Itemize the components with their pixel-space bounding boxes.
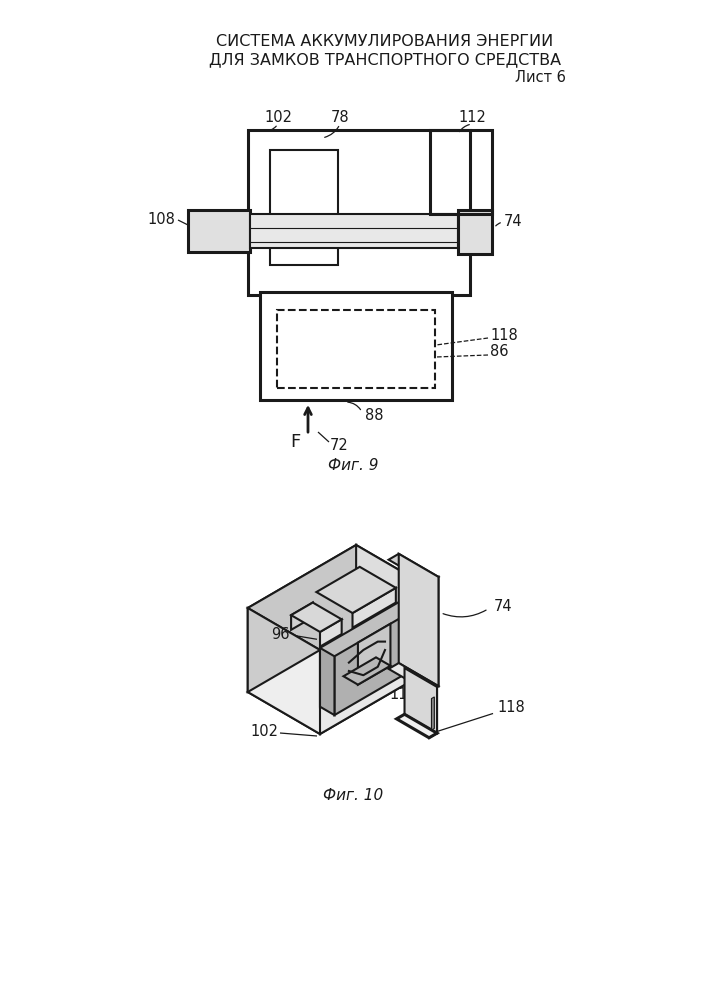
Text: 78: 78: [331, 110, 349, 125]
Polygon shape: [247, 608, 320, 734]
Polygon shape: [247, 545, 356, 692]
Text: ДЛЯ ЗАМКОВ ТРАНСПОРТНОГО СРЕДСТВА: ДЛЯ ЗАМКОВ ТРАНСПОРТНОГО СРЕДСТВА: [209, 52, 561, 68]
Polygon shape: [247, 545, 428, 650]
Text: 112: 112: [458, 110, 486, 125]
Polygon shape: [320, 648, 334, 715]
Text: 104: 104: [378, 616, 407, 631]
Text: 118: 118: [497, 700, 525, 715]
Text: СИСТЕМА АККУМУЛИРОВАНИЯ ЭНЕРГИИ: СИСТЕМА АККУМУЛИРОВАНИЯ ЭНЕРГИИ: [216, 34, 554, 49]
Text: 108: 108: [147, 213, 175, 228]
Text: Фиг. 9: Фиг. 9: [328, 458, 378, 473]
FancyBboxPatch shape: [458, 210, 492, 254]
Text: 98: 98: [365, 613, 383, 628]
Polygon shape: [320, 602, 399, 707]
Polygon shape: [247, 629, 428, 734]
Text: 86: 86: [490, 344, 508, 360]
Text: Лист 6: Лист 6: [515, 70, 566, 86]
Text: Фиг. 10: Фиг. 10: [323, 788, 383, 802]
Polygon shape: [356, 545, 428, 671]
Text: 88: 88: [365, 408, 383, 422]
Polygon shape: [397, 714, 437, 738]
Text: 118: 118: [490, 328, 518, 342]
FancyBboxPatch shape: [188, 210, 250, 252]
Polygon shape: [399, 602, 414, 669]
FancyBboxPatch shape: [250, 214, 458, 248]
Polygon shape: [334, 610, 414, 715]
Text: 74: 74: [504, 215, 522, 230]
FancyBboxPatch shape: [270, 150, 338, 265]
Text: 102: 102: [250, 724, 278, 740]
FancyBboxPatch shape: [260, 292, 452, 400]
Text: 96: 96: [271, 627, 290, 642]
Polygon shape: [291, 603, 312, 630]
Text: 102: 102: [264, 110, 292, 125]
Polygon shape: [399, 554, 438, 686]
Text: F: F: [290, 433, 300, 451]
Polygon shape: [291, 603, 341, 632]
Polygon shape: [429, 687, 437, 738]
Polygon shape: [353, 588, 396, 628]
Polygon shape: [431, 697, 434, 730]
Polygon shape: [344, 657, 390, 685]
Text: 74: 74: [493, 599, 512, 614]
Polygon shape: [317, 567, 396, 613]
Polygon shape: [389, 554, 438, 583]
Polygon shape: [320, 619, 341, 647]
Polygon shape: [358, 624, 390, 685]
Polygon shape: [428, 577, 438, 692]
Text: 116: 116: [390, 687, 417, 702]
Text: 72: 72: [330, 438, 349, 452]
Polygon shape: [404, 668, 437, 733]
Polygon shape: [320, 587, 428, 734]
Polygon shape: [389, 663, 438, 692]
